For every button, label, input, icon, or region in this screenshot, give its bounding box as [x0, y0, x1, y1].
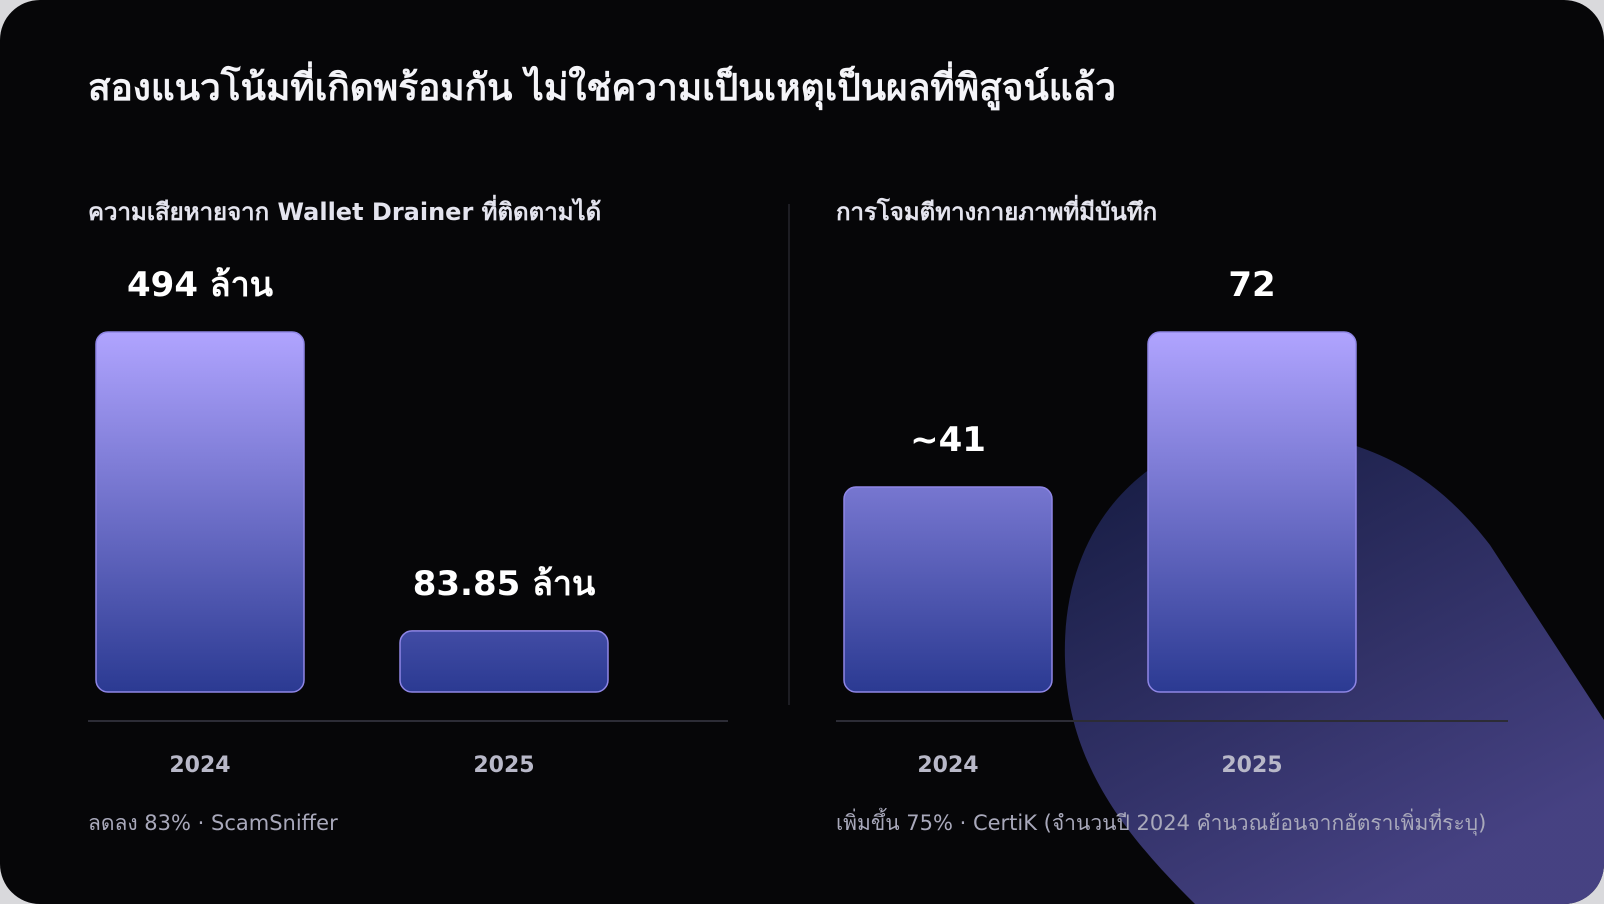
page-title: สองแนวโน้มที่เกิดพร้อมกัน ไม่ใช่ความเป็น… [88, 61, 1116, 111]
x-tick-label: 2025 [1221, 753, 1282, 778]
value-label: 72 [1228, 265, 1275, 305]
chart-note: เพิ่มขึ้น 75% · CertiK (จำนวนปี 2024 คำน… [836, 808, 1486, 836]
bar [399, 630, 609, 693]
value-label: 83.85 ล้าน [413, 564, 596, 604]
bar [843, 486, 1053, 693]
bar [95, 331, 305, 693]
chart-title: การโจมตีทางกายภาพที่มีบันทึก [836, 194, 1157, 226]
x-tick-label: 2024 [917, 753, 978, 778]
chart-note: ลดลง 83% · ScamSniffer [88, 811, 338, 835]
value-label: ~41 [910, 420, 986, 460]
bar [1147, 331, 1357, 693]
x-tick-label: 2024 [169, 753, 230, 778]
value-label: 494 ล้าน [127, 265, 273, 305]
chart-title: ความเสียหายจาก Wallet Drainer ที่ติดตามไ… [88, 194, 601, 226]
x-tick-label: 2025 [473, 753, 534, 778]
